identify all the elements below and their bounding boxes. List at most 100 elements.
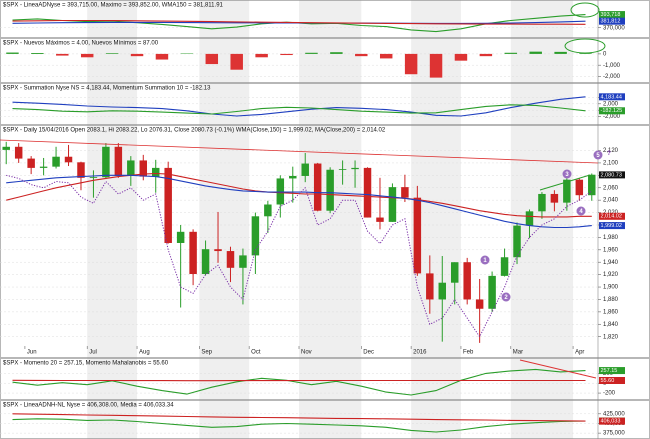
bar	[305, 52, 318, 54]
x-tick-label: Dec	[363, 350, 374, 356]
candle-body	[89, 177, 98, 178]
candle-body	[52, 156, 60, 167]
end-label: 55.60	[601, 378, 615, 384]
end-label-box	[599, 376, 625, 384]
panel-title: $SPX - Summation Nyse NS = 4,183.44, Mom…	[3, 86, 211, 92]
panel-title: $SPX - Nuevos Máximos = 4.00, Nuevos Mín…	[3, 41, 159, 47]
y-tick-label: 1,840	[603, 322, 619, 328]
x-tick-label: Apr	[575, 350, 584, 356]
candle-body	[488, 275, 496, 309]
candle-body	[338, 169, 347, 170]
annotation-marker	[480, 255, 490, 265]
candle-body	[127, 160, 135, 176]
bar	[554, 51, 567, 54]
end-label-box	[599, 171, 625, 179]
end-label-box	[599, 107, 625, 115]
candle-body	[376, 217, 384, 222]
candle-body	[102, 146, 110, 178]
x-tick-label: Sep	[201, 350, 212, 356]
bar	[429, 53, 443, 78]
bar	[504, 52, 518, 54]
candle-body	[27, 158, 35, 168]
bar	[205, 53, 219, 65]
candle-body	[426, 273, 434, 300]
y-tick-label: 2,060	[603, 185, 619, 191]
end-label-box	[599, 17, 625, 25]
candle-body	[351, 167, 359, 170]
bar	[404, 53, 418, 75]
month-band	[87, 0, 138, 439]
candle-body	[538, 193, 546, 212]
bar	[230, 53, 243, 70]
highlight-oval	[570, 2, 600, 18]
series-line	[12, 368, 586, 396]
candle-body	[525, 211, 534, 226]
end-label: 406,033	[601, 419, 621, 425]
candle-body	[475, 299, 484, 309]
bar	[6, 52, 19, 54]
bar	[105, 53, 119, 54]
y-tick-label: -200	[603, 391, 616, 397]
x-tick-label: Oct	[251, 350, 261, 356]
end-label: 2,014.02	[601, 214, 622, 220]
x-tick-label: Feb	[463, 350, 474, 356]
end-label: 2,080.73	[601, 172, 622, 178]
candle-body	[251, 216, 260, 256]
x-tick-label: Jun	[27, 350, 37, 356]
annotation-marker	[501, 292, 511, 302]
trend-line	[539, 174, 591, 191]
candle-body	[413, 197, 422, 274]
annotation-marker	[576, 206, 586, 216]
y-tick-label: 1,920	[603, 272, 619, 278]
bar	[454, 53, 468, 61]
x-tick-label: Jul	[89, 350, 97, 356]
panel-title: $SPX - LineaADNyse = 393,715.00, Maximo …	[3, 3, 224, 9]
y-tick-label: 1,860	[603, 309, 619, 315]
y-tick-label: 2,040	[603, 198, 619, 204]
candle-body	[513, 225, 521, 258]
series-line	[12, 19, 586, 25]
candle-body	[363, 167, 372, 218]
candle-body	[77, 162, 85, 178]
annotation: 1	[483, 258, 487, 264]
annotation: 2	[504, 295, 508, 301]
bar	[479, 53, 493, 57]
bar	[155, 53, 169, 60]
candle-body	[201, 249, 210, 275]
y-tick-label: 1,880	[603, 297, 619, 303]
candle-body	[226, 251, 235, 268]
candle-body	[438, 282, 447, 300]
candle-body	[239, 255, 247, 268]
candle-body	[64, 156, 73, 163]
candle-body	[214, 249, 222, 252]
series-line	[12, 418, 586, 433]
y-tick-label: 2,000	[603, 101, 619, 107]
end-label-box	[599, 367, 625, 375]
candle-body	[500, 257, 509, 276]
candle-body	[189, 231, 197, 275]
y-tick-label: 2,100	[603, 161, 619, 167]
candle-body	[326, 169, 334, 211]
y-tick-label: 2,120	[603, 148, 619, 154]
bar	[579, 53, 592, 54]
x-tick-label: Aug	[139, 350, 150, 356]
end-label-box	[599, 93, 625, 101]
bar	[80, 53, 94, 58]
series-line	[6, 174, 592, 229]
series-line	[6, 174, 593, 338]
candle-body	[264, 204, 272, 217]
bar	[280, 53, 293, 56]
end-label-box	[599, 11, 625, 19]
candle-body	[550, 193, 559, 203]
y-tick-label: 425,000	[603, 411, 625, 417]
x-tick-label: Nov	[301, 350, 312, 356]
y-tick-label: 370,000	[603, 25, 625, 31]
y-tick-label: -2,000	[603, 74, 621, 80]
candle-body	[301, 163, 309, 176]
candle-body	[575, 179, 584, 196]
bar	[31, 53, 44, 54]
annotation: 5	[596, 153, 600, 159]
